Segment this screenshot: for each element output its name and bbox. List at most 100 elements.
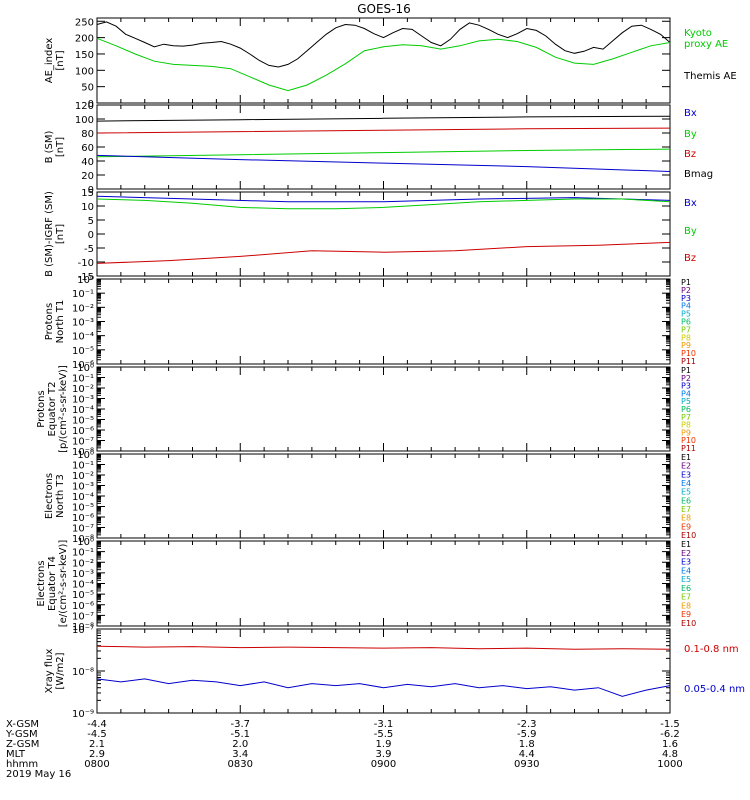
legend-entry-p1: P1 bbox=[681, 366, 691, 375]
y-tick-label: 10⁻⁶ bbox=[72, 601, 94, 612]
legend-entry-p6: P6 bbox=[681, 405, 691, 414]
y-axis-label: Equator T4 bbox=[47, 556, 58, 611]
ephemeris-value: 2.9 bbox=[89, 749, 105, 760]
y-axis-label: [W/m2] bbox=[55, 652, 66, 689]
series-line-bmag bbox=[96, 115, 671, 122]
y-tick-label: 10⁻² bbox=[72, 471, 94, 482]
legend-entry-bmag: Bmag bbox=[684, 169, 713, 180]
legend-entry-p3: P3 bbox=[681, 382, 691, 391]
legend-entry: 0.1-0.8 nm bbox=[684, 644, 739, 655]
y-tick-label: -5 bbox=[84, 244, 94, 255]
y-tick-label: -15 bbox=[78, 272, 94, 283]
panel-b_sm: 0 20 40 60 80 100 120 B (SM) [nT] Bx By Bz Bmag bbox=[44, 101, 713, 196]
legend-entry-e10: E10 bbox=[681, 531, 696, 540]
ephemeris-value: 1.6 bbox=[662, 739, 678, 750]
y-tick-label: 10⁻⁵ bbox=[72, 503, 94, 514]
y-tick-label: 10⁰ bbox=[77, 363, 94, 374]
legend-entry-e4: E4 bbox=[681, 479, 691, 488]
legend-entry-bx: Bx bbox=[684, 198, 697, 209]
ephemeris-row-label: X-GSM bbox=[6, 719, 39, 730]
y-tick-label: 80 bbox=[81, 129, 94, 140]
legend-entry-p11: P11 bbox=[681, 444, 696, 453]
legend-entry-e5: E5 bbox=[681, 575, 691, 584]
ephemeris-value: -5.1 bbox=[230, 729, 250, 740]
y-tick-label: 10⁻¹ bbox=[72, 548, 94, 559]
y-tick-label: 10⁻⁷ bbox=[72, 611, 94, 622]
legend-entry-themis-ae: Themis AE bbox=[683, 71, 737, 82]
y-axis-label: [p/(cm²-s-sr-keV)] bbox=[58, 365, 69, 453]
y-tick-label: 10⁻⁴ bbox=[72, 332, 94, 343]
panel-b_igrf: -15 -10 -5 0 5 10 15 B (SM)-IGRF (SM) [nT] Bx By Bz bbox=[44, 188, 697, 283]
y-tick-label: 10⁻⁵ bbox=[72, 590, 94, 601]
y-tick-label: 150 bbox=[75, 50, 94, 61]
ephemeris-row-label: hhmm bbox=[6, 759, 38, 770]
y-tick-label: 0 bbox=[88, 99, 94, 110]
y-tick-label: 10⁻⁸ bbox=[72, 667, 94, 678]
plot-title: GOES-16 bbox=[357, 2, 411, 16]
legend-entry-p2: P2 bbox=[681, 286, 691, 295]
legend-entry-e5: E5 bbox=[681, 488, 691, 497]
y-axis-label: Equator T2 bbox=[47, 382, 58, 437]
legend-entry-e9: E9 bbox=[681, 522, 691, 531]
y-tick-label: 10⁻⁶ bbox=[72, 360, 94, 371]
ephemeris-value: 1.9 bbox=[376, 739, 392, 750]
legend-entry-p6: P6 bbox=[681, 318, 691, 327]
legend-entry-e3: E3 bbox=[681, 558, 691, 567]
y-tick-label: 10⁻⁵ bbox=[72, 346, 94, 357]
y-tick-label: 10⁻⁶ bbox=[72, 513, 94, 524]
legend-entry-e1: E1 bbox=[681, 540, 691, 549]
y-axis-label: Protons bbox=[44, 303, 55, 340]
y-tick-label: 15 bbox=[81, 188, 94, 199]
y-axis-label: Electrons bbox=[36, 560, 47, 606]
y-tick-label: 10⁻³ bbox=[72, 318, 94, 329]
y-tick-label: 10⁻⁶ bbox=[72, 426, 94, 437]
ephemeris-value: 4.4 bbox=[519, 749, 535, 760]
y-tick-label: 0 bbox=[88, 230, 94, 241]
y-axis-label: AE_index bbox=[44, 38, 55, 84]
ephemeris-value: -6.2 bbox=[660, 729, 680, 740]
legend-entry-p5: P5 bbox=[681, 397, 691, 406]
y-tick-label: 10⁻⁹ bbox=[72, 709, 94, 720]
legend-entry-p10: P10 bbox=[681, 349, 696, 358]
legend-entry-e4: E4 bbox=[681, 566, 691, 575]
legend-entry-by: By bbox=[684, 226, 697, 237]
series-line-bx bbox=[96, 154, 671, 172]
ephemeris-value: -4.5 bbox=[87, 729, 107, 740]
y-tick-label: 10⁻⁷ bbox=[72, 437, 94, 448]
y-tick-label: 10⁻⁵ bbox=[72, 416, 94, 427]
y-tick-label: 10⁰ bbox=[77, 275, 94, 286]
panel-electrons_t3: 10⁻⁸10⁻⁷10⁻⁶10⁻⁵10⁻⁴10⁻³10⁻²10⁻¹10⁰Elect… bbox=[44, 450, 696, 545]
series-line-by bbox=[96, 198, 671, 210]
legend-entry-e9: E9 bbox=[681, 610, 691, 619]
y-tick-label: 10⁻⁷ bbox=[72, 625, 94, 636]
y-tick-label: 10⁻³ bbox=[72, 569, 94, 580]
series-line-by bbox=[96, 148, 671, 158]
ephemeris-footer: X-GSM -4.4 -3.7 -3.1 -2.3 -1.5 Y-GSM -4.5 -5.1 -5… bbox=[5, 719, 683, 780]
ephemeris-value: 0930 bbox=[514, 759, 539, 770]
y-tick-label: 10⁰ bbox=[77, 450, 94, 461]
legend-entry-p5: P5 bbox=[681, 310, 691, 319]
legend-entry-p2: P2 bbox=[681, 374, 691, 383]
y-tick-label: 20 bbox=[81, 171, 94, 182]
ephemeris-value: 4.8 bbox=[662, 749, 678, 760]
ephemeris-value: -5.5 bbox=[374, 729, 394, 740]
ephemeris-value: 0830 bbox=[228, 759, 253, 770]
series-line-0-05-0-4-nm bbox=[96, 678, 671, 697]
legend-entry-by: By bbox=[684, 129, 697, 140]
legend-entry-kyoto: Kyoto bbox=[684, 28, 712, 39]
series-line-bz bbox=[96, 241, 671, 264]
panel-protons_t2: 10⁻⁸10⁻⁷10⁻⁶10⁻⁵10⁻⁴10⁻³10⁻²10⁻¹10⁰Proto… bbox=[36, 363, 696, 458]
legend-entry-p7: P7 bbox=[681, 325, 691, 334]
ephemeris-value: 3.4 bbox=[232, 749, 248, 760]
y-tick-label: 60 bbox=[81, 143, 94, 154]
ephemeris-value: 2.1 bbox=[89, 739, 105, 750]
legend-entry-bz: Bz bbox=[684, 149, 696, 160]
y-tick-label: 10⁻⁸ bbox=[72, 622, 94, 633]
y-axis-label: Protons bbox=[36, 390, 47, 427]
y-tick-label: 250 bbox=[75, 17, 94, 28]
ephemeris-row-label: MLT bbox=[6, 749, 26, 760]
legend-entry-p3: P3 bbox=[681, 294, 691, 303]
ephemeris-value: 1000 bbox=[657, 759, 682, 770]
